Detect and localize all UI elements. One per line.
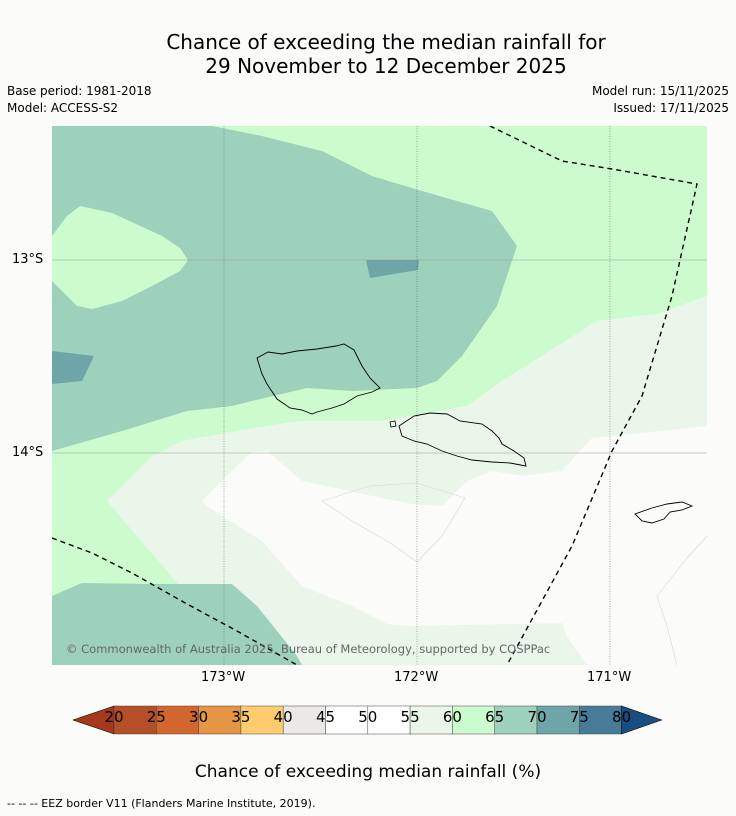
rainfall-map: © Commonwealth of Australia 2025, Bureau… — [52, 126, 707, 665]
region-65-70-southwest — [52, 583, 302, 665]
colorbar-cell — [494, 705, 538, 735]
region-65-70-north — [52, 126, 517, 451]
manono-island — [389, 420, 397, 428]
colorbar-tick-label: 50 — [358, 708, 378, 726]
colorbar-tick-label: 65 — [485, 708, 505, 726]
region-70-75-center — [366, 260, 419, 278]
meta-left: Base period: 1981-2018 Model: ACCESS-S2 — [7, 83, 152, 117]
contour-55-east — [656, 535, 707, 665]
colorbar-label: Chance of exceeding median rainfall (%) — [194, 762, 542, 782]
eez-footnote: -- -- -- EEZ border V11 (Flanders Marine… — [7, 797, 316, 810]
lon-label-173w: 173°W — [201, 670, 246, 685]
lat-gridlines — [52, 259, 707, 454]
title-line-1: Chance of exceeding the median rainfall … — [166, 30, 606, 54]
colorbar-cell — [198, 705, 242, 735]
upolu-island — [398, 412, 527, 467]
colorbar-cell — [156, 705, 199, 735]
colorbar-cell — [240, 705, 284, 735]
colorbar-tick-label: 75 — [569, 708, 589, 726]
lon-label-172w: 172°W — [394, 670, 439, 685]
colorbar-tick-label: 60 — [442, 708, 462, 726]
colorbar-tick-label: 30 — [189, 708, 209, 726]
colorbar-cell — [536, 705, 580, 735]
colorbar-cell — [579, 705, 622, 735]
colorbar-cell — [367, 705, 411, 735]
colorbar-tick-label: 35 — [231, 708, 251, 726]
colorbar-cell — [452, 705, 495, 735]
savaii-island — [256, 343, 381, 415]
region-55-60 — [107, 296, 707, 665]
colorbar-tick-label: 20 — [104, 708, 124, 726]
colorbar — [72, 705, 663, 735]
map-copyright: © Commonwealth of Australia 2025, Bureau… — [66, 642, 550, 656]
model-name: Model: ACCESS-S2 — [7, 101, 119, 115]
map-title: Chance of exceeding the median rainfall … — [0, 30, 736, 78]
base-period: Base period: 1981-2018 — [7, 84, 152, 98]
contour-50 — [321, 482, 466, 563]
tutuila-island — [634, 501, 694, 524]
colorbar-tick-label: 25 — [146, 708, 166, 726]
colorbar-tick-label: 70 — [527, 708, 547, 726]
colorbar-cell — [325, 705, 369, 735]
colorbar-extend-high — [621, 705, 663, 735]
colorbar-tick-label: 40 — [273, 708, 293, 726]
region-60-65-inner-west — [52, 206, 188, 309]
lon-label-171w: 171°W — [587, 670, 632, 685]
eez-border-west — [52, 537, 298, 665]
model-run: Model run: 15/11/2025 — [591, 84, 729, 98]
lat-label-14s: 14°S — [12, 445, 44, 460]
title-line-2: 29 November to 12 December 2025 — [205, 54, 567, 78]
eez-border-east — [489, 126, 698, 665]
meta-right: Model run: 15/11/2025 Issued: 17/11/2025 — [592, 83, 729, 117]
colorbar-tick-label: 80 — [612, 708, 632, 726]
issued-date: Issued: 17/11/2025 — [613, 101, 729, 115]
lat-label-13s: 13°S — [12, 252, 44, 267]
colorbar-cell — [409, 705, 453, 735]
region-70-75-west — [52, 351, 94, 384]
colorbar-tick-label: 45 — [315, 708, 336, 726]
colorbar-cell — [113, 705, 157, 735]
colorbar-tick-label: 55 — [400, 708, 420, 726]
colorbar-cell — [282, 705, 326, 735]
